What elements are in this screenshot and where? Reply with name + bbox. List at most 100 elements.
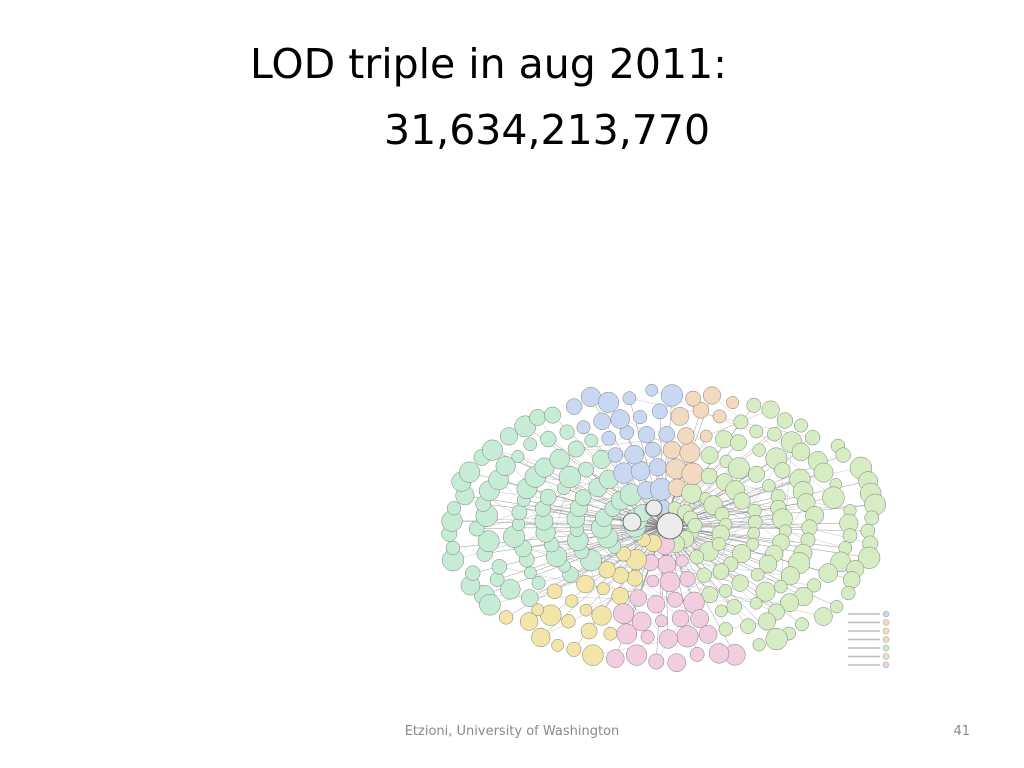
dataset-node [675,554,689,568]
dataset-node [596,582,610,596]
dataset-node [791,442,811,462]
dataset-node [689,647,705,662]
dataset-node [574,489,592,506]
dataset-node [752,638,766,652]
legend-swatch [882,610,890,618]
dataset-node [715,430,733,449]
dataset-node [662,440,681,459]
dataset-node [667,653,686,672]
dataset-node [841,585,856,601]
dataset-node [582,644,604,666]
dataset-node [559,424,575,440]
legend-swatch [882,653,890,660]
dataset-node [726,599,742,615]
dataset-node [755,581,776,602]
dataset-node [712,409,727,424]
dataset-node [458,461,481,483]
dataset-node [858,546,881,569]
dataset-node [822,486,845,509]
dataset-node [679,570,696,588]
dataset-node [696,567,712,583]
dataset-node [566,641,582,657]
dataset-node [499,427,518,446]
dataset-node [647,595,666,614]
dataset-node [648,458,667,477]
dataset-node [712,563,730,580]
dataset-node [746,537,760,551]
legend-swatch [882,619,890,626]
dataset-node [511,504,528,521]
dataset-node [520,589,539,607]
slide-footer: Etzioni, University of Washington [404,724,620,739]
dataset-node [539,488,557,506]
dataset-node [489,572,505,587]
dataset-node [540,430,557,448]
dataset-node [692,402,710,419]
page-number: 41 [953,724,970,739]
dataset-node [524,566,537,580]
dataset-node [633,410,648,425]
dataset-node [750,567,765,582]
dataset-node [638,426,656,444]
dataset-node [807,578,822,593]
dataset-node [765,628,788,651]
dataset-node [651,403,668,420]
dataset-node [645,383,659,397]
dataset-node [648,653,665,670]
dataset-node [631,611,652,632]
dataset-node [565,594,579,608]
dataset-node [864,510,880,526]
dataset-node [481,439,503,461]
dataset-node [746,397,762,413]
dataset-node [657,555,677,574]
dataset-node [814,607,833,626]
dataset-node [690,609,709,628]
dataset-node [630,461,651,481]
dataset-node [616,623,638,645]
dataset-node [804,430,821,446]
legend-swatch [882,636,890,643]
dataset-node [774,579,788,594]
dataset-node [842,528,858,544]
dataset-node [715,604,728,618]
link-edge [578,507,665,527]
dataset-node [626,644,648,666]
dataset-node [698,625,718,644]
dataset-node [671,609,690,628]
dataset-node [794,418,808,433]
dataset-node [679,442,701,463]
dataset-node [607,447,624,463]
hub-node [622,512,642,532]
dataset-node [531,575,546,590]
dataset-node [611,587,629,605]
dataset-node [523,437,538,452]
dataset-node [700,467,718,485]
dataset-node [500,579,521,600]
dataset-node [843,571,861,589]
dataset-node [700,446,719,465]
dataset-node [660,384,683,407]
dataset-node [731,574,749,592]
dataset-node [733,492,751,510]
dataset-node [758,554,778,574]
dataset-node [776,412,794,429]
dataset-node [495,456,516,477]
dataset-node [593,412,611,430]
dataset-node [640,629,655,644]
dataset-node [578,461,594,478]
dataset-node [835,447,851,463]
dataset-node [740,618,756,634]
lod-cloud-diagram [441,383,890,672]
dataset-node [558,465,581,489]
dataset-node [681,462,704,486]
dataset-node [718,584,733,598]
dataset-node [703,386,721,405]
dataset-node [677,427,695,445]
dataset-node [749,597,763,610]
dataset-node [761,400,780,419]
dataset-node [603,626,618,641]
cloud-legend [848,610,890,669]
dataset-node [670,407,690,426]
dataset-node [626,569,644,587]
dataset-node [752,443,766,457]
